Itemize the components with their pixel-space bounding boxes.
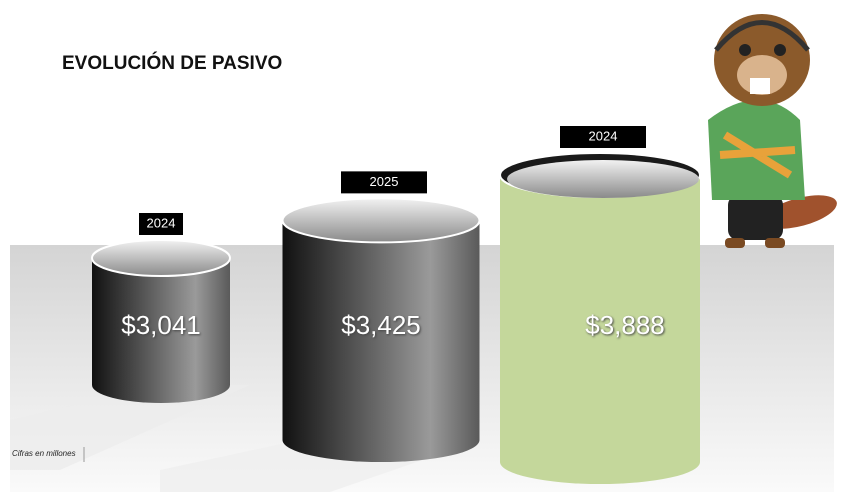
cylinder <box>282 220 480 462</box>
cylinder <box>500 175 700 484</box>
year-label: 2024 <box>147 215 176 230</box>
value-label: $3,888 <box>585 310 665 340</box>
cylinder-top <box>281 197 481 244</box>
year-label: 2024 <box>589 128 618 143</box>
mascot <box>708 14 837 248</box>
shadow <box>10 385 250 470</box>
year-box <box>139 213 183 235</box>
chart-title: EVOLUCIÓN DE PASIVO <box>62 52 282 74</box>
note: Cifras en millones <box>12 449 76 458</box>
year-label: 2025 <box>370 174 399 189</box>
value-label: $3,041 <box>121 310 201 340</box>
year-box <box>560 126 646 148</box>
year-box <box>341 171 427 194</box>
cylinder-top-face <box>507 160 699 198</box>
cylinder-top <box>91 239 231 277</box>
value-label: $3,425 <box>341 310 421 340</box>
cylinder <box>92 258 230 403</box>
